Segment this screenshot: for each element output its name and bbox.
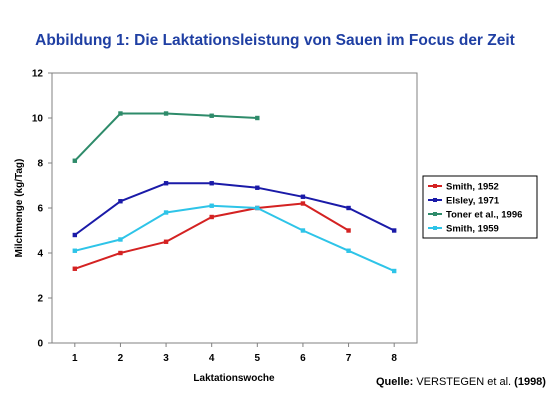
series-point bbox=[255, 115, 260, 121]
legend-entry: Smith, 1959 bbox=[446, 224, 499, 235]
series-point bbox=[72, 158, 78, 163]
legend-swatch-marker bbox=[433, 226, 437, 230]
x-tick-label: 4 bbox=[209, 353, 215, 364]
y-tick-label: 6 bbox=[37, 204, 43, 215]
series-point bbox=[118, 250, 123, 256]
series-point bbox=[300, 228, 306, 233]
y-tick-label: 8 bbox=[37, 159, 43, 170]
x-tick-label: 2 bbox=[118, 353, 124, 364]
series-point bbox=[346, 248, 351, 253]
series-point bbox=[118, 237, 123, 242]
series-point bbox=[391, 228, 397, 233]
series-point bbox=[209, 203, 214, 208]
legend-entry: Toner et al., 1996 bbox=[446, 210, 522, 221]
x-tick-label: 8 bbox=[391, 353, 397, 364]
y-tick-label: 0 bbox=[37, 339, 43, 350]
legend-entry: Elsley, 1971 bbox=[446, 196, 500, 207]
legend-swatch-marker bbox=[433, 212, 437, 216]
x-tick-label: 3 bbox=[163, 353, 169, 364]
series-point bbox=[209, 113, 214, 118]
chart-title: Abbildung 1: Die Laktationsleistung von … bbox=[35, 32, 515, 49]
series-point bbox=[72, 266, 78, 271]
series-point bbox=[346, 228, 351, 233]
plot-area bbox=[51, 72, 418, 344]
series-point bbox=[391, 268, 397, 274]
series-point bbox=[255, 185, 260, 190]
legend-swatch-marker bbox=[433, 198, 437, 202]
series-point bbox=[209, 214, 214, 220]
series-point bbox=[209, 181, 214, 186]
x-tick-label: 5 bbox=[255, 353, 261, 364]
series-point bbox=[346, 205, 351, 211]
series-point bbox=[163, 181, 169, 186]
series-point bbox=[72, 232, 78, 238]
series-point bbox=[255, 205, 260, 211]
series-point bbox=[163, 210, 169, 215]
y-axis-label: Milchmenge (kg/Tag) bbox=[14, 159, 25, 258]
series-line-4 bbox=[74, 204, 395, 272]
series-point bbox=[163, 239, 169, 244]
series-point bbox=[118, 199, 123, 204]
series-point bbox=[163, 111, 169, 116]
series-point bbox=[118, 111, 123, 116]
legend-swatch-marker bbox=[433, 184, 437, 188]
x-tick-label: 1 bbox=[72, 353, 78, 364]
source-suffix: (1998) bbox=[511, 376, 546, 388]
y-tick-label: 12 bbox=[32, 69, 44, 80]
source-name: VERSTEGEN et al. bbox=[416, 376, 512, 388]
x-tick-label: 6 bbox=[300, 353, 306, 364]
x-axis-label: Laktationswoche bbox=[193, 373, 275, 384]
source-note: Quelle: VERSTEGEN et al. (1998) bbox=[376, 376, 546, 388]
y-tick-label: 4 bbox=[37, 249, 43, 260]
series-point bbox=[300, 194, 306, 199]
legend-entry: Smith, 1952 bbox=[446, 182, 499, 193]
y-tick-label: 10 bbox=[32, 114, 44, 125]
y-tick-label: 2 bbox=[37, 294, 43, 305]
series-point bbox=[300, 201, 306, 206]
series-point bbox=[72, 248, 78, 253]
source-prefix: Quelle: bbox=[376, 376, 417, 388]
x-tick-label: 7 bbox=[346, 353, 352, 364]
series-line-2 bbox=[74, 182, 395, 236]
